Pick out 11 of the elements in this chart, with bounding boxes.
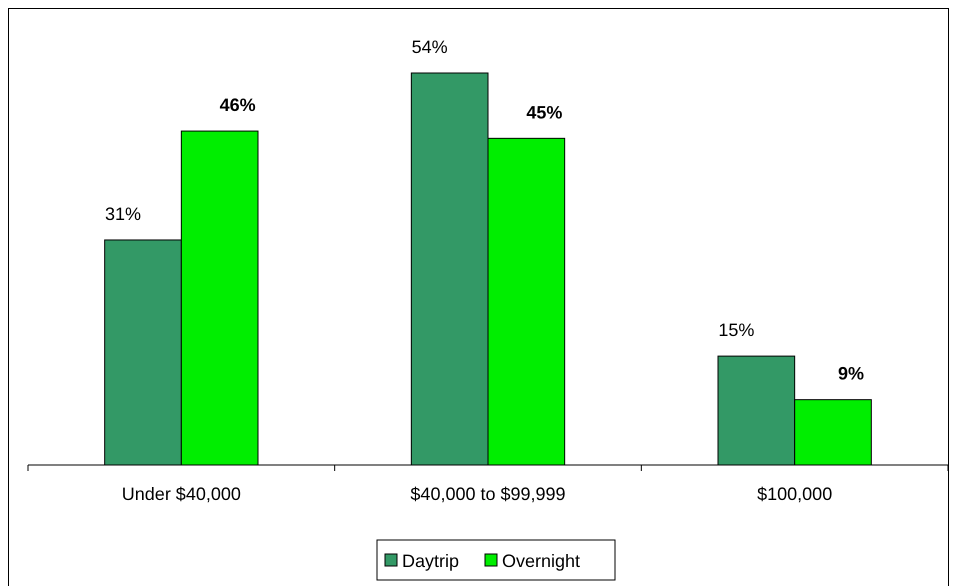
legend-label: Daytrip [402, 551, 460, 571]
data-label: 46% [220, 95, 256, 116]
data-label: 54% [412, 37, 448, 57]
data-label: 45% [526, 102, 562, 122]
x-tick-label: $100,000 [757, 484, 832, 504]
data-label: 9% [838, 364, 864, 384]
data-label: 15% [718, 320, 754, 340]
x-tick-label: Under $40,000 [122, 484, 241, 504]
data-label: 31% [104, 204, 142, 224]
x-tick-label: $40,000 to $99,999 [410, 484, 566, 504]
legend-label: Overnight [502, 551, 580, 571]
